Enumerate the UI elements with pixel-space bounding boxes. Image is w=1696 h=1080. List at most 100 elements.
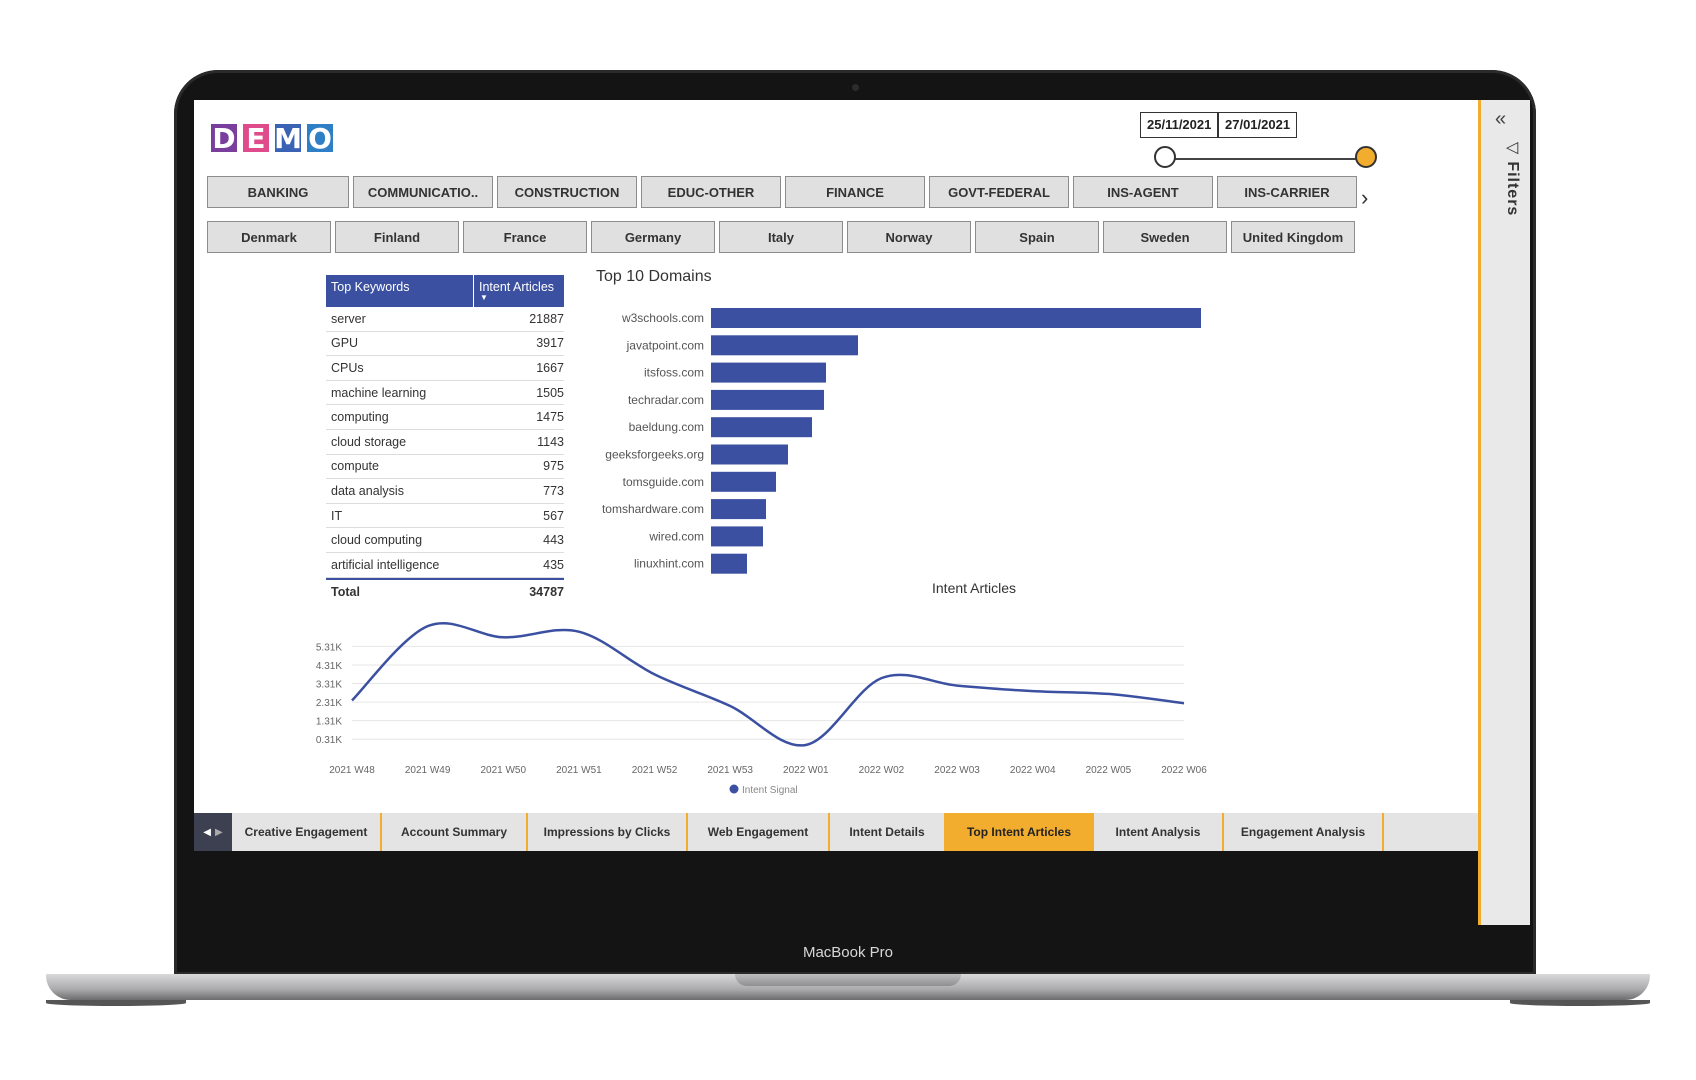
intent-articles-cell: 773 (543, 483, 564, 498)
country-slicer-item[interactable]: Germany (591, 221, 715, 253)
keyword-cell: data analysis (331, 483, 404, 498)
x-tick-label: 2022 W06 (1161, 765, 1207, 776)
date-slider-start-handle[interactable] (1154, 146, 1176, 168)
industry-slicer-item[interactable]: BANKING (207, 176, 349, 208)
industry-slicer-item[interactable]: FINANCE (785, 176, 925, 208)
domain-bar[interactable] (711, 362, 826, 383)
table-row[interactable]: GPU 3917 (326, 332, 564, 357)
x-tick-label: 2021 W50 (480, 765, 526, 776)
country-slicer-item[interactable]: Italy (719, 221, 843, 253)
intent-articles-cell: 975 (543, 459, 564, 474)
y-tick-label: 2.31K (316, 698, 342, 709)
bar-category-label: geeksforgeeks.org (605, 448, 704, 462)
country-slicer-item[interactable]: Denmark (207, 221, 331, 253)
page-tab[interactable]: Account Summary (382, 813, 528, 851)
table-row[interactable]: compute 975 (326, 455, 564, 480)
keyword-cell: cloud storage (331, 434, 407, 449)
keyword-cell: CPUs (331, 360, 364, 375)
sort-desc-icon: ▼ (480, 293, 488, 302)
table-body: server 21887 GPU 3917 CPUs 1667 machine learni… (326, 307, 564, 578)
page-tab[interactable]: Engagement Analysis (1224, 813, 1384, 851)
laptop-notch (735, 974, 961, 986)
intent-articles-cell: 21887 (529, 311, 564, 326)
industry-slicer-item[interactable]: GOVT-FEDERAL (929, 176, 1069, 208)
intent-signal-line[interactable] (351, 621, 1185, 747)
intent-articles-cell: 1475 (536, 410, 564, 425)
table-row[interactable]: data analysis 773 (326, 479, 564, 504)
table-row[interactable]: server 21887 (326, 307, 564, 332)
table-row[interactable]: artificial intelligence 435 (326, 553, 564, 578)
industry-slicer-item[interactable]: EDUC-OTHER (641, 176, 781, 208)
page-tab[interactable]: Web Engagement (688, 813, 830, 851)
filters-title[interactable]: ▽ Filters (1503, 142, 1523, 216)
y-tick-label: 1.31K (316, 717, 342, 728)
x-tick-label: 2022 W04 (1010, 765, 1056, 776)
intent-articles-cell: 1143 (537, 434, 564, 449)
intent-signal-line-chart[interactable]: 0.31K 1.31K 2.31K 3.31K 4.31K 5.31K 2021 W48 20… (314, 605, 1244, 805)
top-domains-bar-chart[interactable]: w3schools.com javatpoint.com itsfoss.com te… (574, 300, 1214, 580)
model-label: MacBook Pro (802, 944, 894, 961)
bar-category-label: techradar.com (628, 393, 704, 407)
industry-slicer-item[interactable]: INS-CARRIER (1217, 176, 1357, 208)
table-row[interactable]: machine learning 1505 (326, 381, 564, 406)
start-date-input[interactable]: 25/11/2021 (1140, 112, 1219, 138)
filters-pane[interactable]: « ▽ Filters (1478, 100, 1530, 925)
country-slicer-item[interactable]: United Kingdom (1231, 221, 1355, 253)
total-label: Total (331, 584, 360, 599)
country-slicer-item[interactable]: Finland (335, 221, 459, 253)
intent-articles-cell: 1505 (536, 385, 564, 400)
domain-bar[interactable] (711, 417, 812, 438)
x-tick-label: 2022 W03 (934, 765, 980, 776)
keyword-cell: machine learning (331, 385, 427, 400)
table-row[interactable]: cloud computing 443 (326, 528, 564, 553)
bar-category-label: baeldung.com (629, 420, 704, 434)
page-tab[interactable]: Intent Analysis (1094, 813, 1224, 851)
page-tab[interactable]: Impressions by Clicks (528, 813, 688, 851)
top-keywords-table: Top Keywords Intent Articles ▼ server 218… (326, 275, 564, 604)
x-tick-label: 2022 W05 (1086, 765, 1132, 776)
chevron-right-icon[interactable]: ▶ (215, 826, 223, 838)
screen-bezel-bottom (194, 851, 1530, 925)
intent-articles-cell: 443 (543, 533, 564, 548)
column-header-intent-articles[interactable]: Intent Articles ▼ (474, 275, 564, 307)
collapse-filters-icon[interactable]: « (1495, 108, 1507, 130)
laptop-foot (1510, 1000, 1650, 1006)
table-row[interactable]: CPUs 1667 (326, 356, 564, 381)
page-tab[interactable]: Top Intent Articles (946, 813, 1094, 851)
legend-marker (729, 784, 739, 794)
chevron-right-icon[interactable]: › (1361, 185, 1369, 210)
domain-bar[interactable] (711, 471, 776, 492)
industry-slicer-item[interactable]: COMMUNICATIO.. (353, 176, 493, 208)
table-row[interactable]: computing 1475 (326, 405, 564, 430)
legend-label[interactable]: Intent Signal (742, 785, 798, 796)
date-slider-end-handle[interactable] (1355, 146, 1377, 168)
camera-icon (852, 84, 859, 91)
industry-slicer-item[interactable]: CONSTRUCTION (497, 176, 637, 208)
domain-bar[interactable] (711, 308, 1201, 328)
country-slicer-item[interactable]: Norway (847, 221, 971, 253)
country-slicer-item[interactable]: Spain (975, 221, 1099, 253)
chevron-left-icon[interactable]: ◀ (203, 826, 211, 838)
table-row[interactable]: IT 567 (326, 504, 564, 529)
country-slicer-item[interactable]: France (463, 221, 587, 253)
page-nav-arrows[interactable]: ◀ ▶ (194, 813, 232, 851)
domain-bar[interactable] (711, 444, 788, 465)
domain-bar[interactable] (711, 553, 747, 574)
country-slicer-item[interactable]: Sweden (1103, 221, 1227, 253)
page-tab[interactable]: Intent Details (830, 813, 946, 851)
bar-category-label: w3schools.com (621, 311, 704, 325)
domain-bar[interactable] (711, 335, 858, 356)
column-header-keywords[interactable]: Top Keywords (326, 275, 474, 307)
end-date-input[interactable]: 27/01/2021 (1218, 112, 1298, 138)
keyword-cell: server (331, 311, 366, 326)
table-row[interactable]: cloud storage 1143 (326, 430, 564, 455)
domain-bar[interactable] (711, 526, 763, 547)
y-tick-label: 3.31K (316, 680, 342, 691)
bar-category-label: tomsguide.com (623, 475, 704, 489)
industry-slicer-item[interactable]: INS-AGENT (1073, 176, 1213, 208)
table-total-row: Total 34787 (326, 577, 564, 604)
domain-bar[interactable] (711, 499, 766, 520)
page-tab[interactable]: Creative Engagement (232, 813, 382, 851)
domain-bar[interactable] (711, 389, 824, 410)
page-tabs: Creative Engagement Account Summary Impres… (232, 813, 1384, 851)
